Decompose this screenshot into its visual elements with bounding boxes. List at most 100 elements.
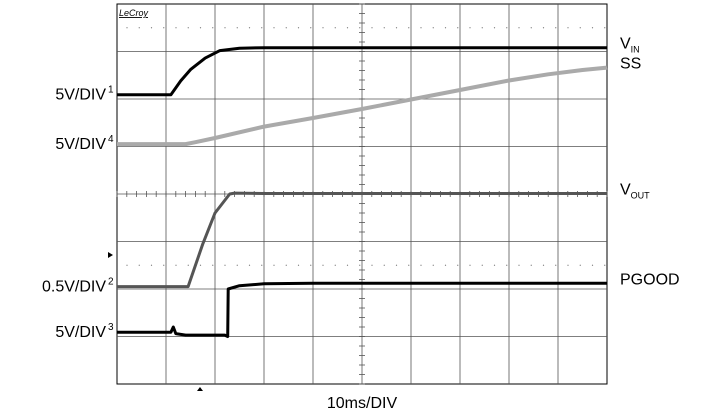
grid-dot bbox=[322, 264, 324, 266]
scale-label: 5V/DIV bbox=[55, 87, 106, 104]
grid-dot bbox=[224, 27, 226, 29]
grid-dot bbox=[555, 27, 557, 29]
grid-dot bbox=[175, 27, 177, 29]
grid-dot bbox=[506, 27, 508, 29]
grid-dot bbox=[420, 264, 422, 266]
grid-dot bbox=[199, 264, 202, 266]
grid-dot bbox=[126, 264, 128, 266]
grid-dot bbox=[199, 27, 202, 29]
time-scale-label: 10ms/DIV bbox=[327, 395, 398, 412]
grid-dot bbox=[530, 27, 532, 29]
waveform-ss bbox=[117, 65, 608, 147]
grid-dot bbox=[138, 264, 140, 266]
grid-dot bbox=[346, 264, 349, 266]
trigger-level-marker bbox=[108, 252, 113, 258]
grid-dot bbox=[187, 27, 189, 29]
grid-dot bbox=[236, 264, 238, 266]
channel-marker: 4 bbox=[108, 134, 114, 145]
grid-dot bbox=[444, 264, 447, 266]
grid-dot bbox=[150, 264, 153, 266]
scale-label: 0.5V/DIV bbox=[42, 279, 106, 296]
grid-dot bbox=[383, 27, 385, 29]
channel-markers: 1 4 2 3 bbox=[108, 85, 203, 391]
grid-dot bbox=[408, 27, 410, 29]
channel-marker: 1 bbox=[108, 85, 114, 96]
grid-dot bbox=[334, 264, 336, 266]
waveform-pgood bbox=[117, 281, 607, 338]
grid-dot bbox=[395, 27, 398, 29]
grid-dot bbox=[346, 27, 349, 29]
grid-dot bbox=[187, 264, 189, 266]
grid-dot bbox=[432, 27, 434, 29]
grid-dot bbox=[457, 264, 459, 266]
grid-dot bbox=[542, 27, 545, 29]
grid-dot bbox=[261, 27, 263, 29]
grid-dot bbox=[591, 264, 594, 266]
trace-label: VOUT bbox=[620, 182, 650, 201]
waveforms bbox=[117, 46, 608, 338]
grid-dot bbox=[126, 27, 128, 29]
grid-dot bbox=[150, 27, 153, 29]
grid-dot bbox=[383, 264, 385, 266]
trace-label: VIN bbox=[620, 36, 640, 55]
grid-dot bbox=[224, 264, 226, 266]
trigger-time-marker bbox=[197, 387, 203, 391]
scale-label: 5V/DIV bbox=[55, 324, 106, 341]
grid-dot bbox=[432, 264, 434, 266]
grid-dot bbox=[163, 27, 165, 29]
grid-dot bbox=[444, 27, 447, 29]
grid-dot bbox=[297, 27, 300, 29]
grid-dot bbox=[359, 264, 361, 266]
waveform-vin bbox=[117, 46, 607, 97]
grid-dot bbox=[261, 264, 263, 266]
grid-dot bbox=[579, 27, 581, 29]
grid-dot bbox=[591, 27, 594, 29]
scale-labels: 5V/DIV 5V/DIV 0.5V/DIV 5V/DIV bbox=[42, 87, 106, 342]
grid-dot bbox=[493, 264, 496, 266]
grid-dot bbox=[567, 264, 569, 266]
grid-dot bbox=[359, 27, 361, 29]
grid-dot bbox=[175, 264, 177, 266]
grid-dot bbox=[212, 264, 214, 266]
grid-dot bbox=[322, 27, 324, 29]
grid-dot bbox=[469, 264, 471, 266]
grid-dot bbox=[567, 27, 569, 29]
grid-dot bbox=[212, 27, 214, 29]
trace-label: PGOOD bbox=[620, 271, 680, 288]
brand-logo-text: LeCroy bbox=[119, 8, 149, 18]
grid-dot bbox=[506, 264, 508, 266]
grid-dot bbox=[334, 27, 336, 29]
grid-dot bbox=[285, 264, 287, 266]
grid-dot bbox=[420, 27, 422, 29]
grid-dot bbox=[518, 27, 520, 29]
grid-dot bbox=[285, 27, 287, 29]
channel-marker: 3 bbox=[108, 322, 114, 333]
grid-dot bbox=[579, 264, 581, 266]
grid-dot bbox=[248, 27, 251, 29]
grid-dot bbox=[236, 27, 238, 29]
grid-dot bbox=[138, 27, 140, 29]
grid-dot bbox=[481, 264, 483, 266]
grid-dot bbox=[469, 27, 471, 29]
grid-dot bbox=[395, 264, 398, 266]
grid-dot bbox=[542, 264, 545, 266]
grid-dot bbox=[248, 264, 251, 266]
grid-dot bbox=[163, 264, 165, 266]
grid-dot bbox=[273, 264, 275, 266]
scale-label: 5V/DIV bbox=[55, 136, 106, 153]
grid-dot bbox=[457, 27, 459, 29]
grid-dot bbox=[310, 27, 312, 29]
grid-dot bbox=[297, 264, 300, 266]
grid-dot bbox=[518, 264, 520, 266]
grid-dot bbox=[310, 264, 312, 266]
channel-marker: 2 bbox=[108, 277, 114, 288]
grid-dot bbox=[371, 27, 373, 29]
trace-label: SS bbox=[620, 56, 641, 73]
grid-dot bbox=[273, 27, 275, 29]
grid-dot bbox=[493, 27, 496, 29]
grid-dot bbox=[604, 264, 606, 266]
grid-dot bbox=[408, 264, 410, 266]
grid-dot bbox=[371, 264, 373, 266]
